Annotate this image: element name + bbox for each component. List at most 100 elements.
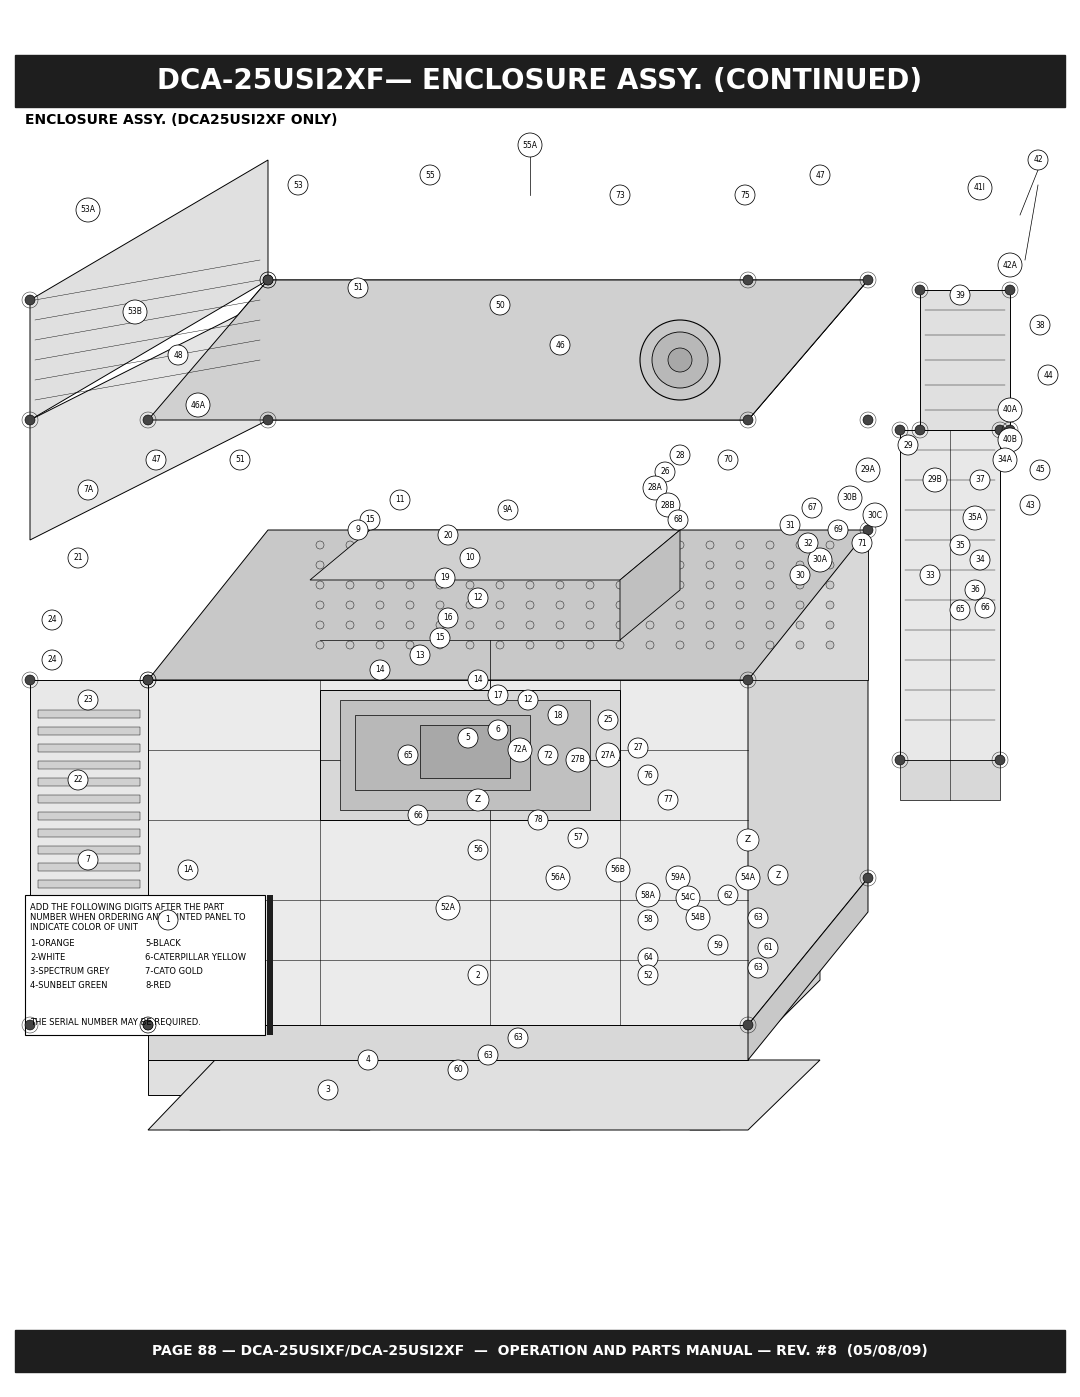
Text: 53A: 53A xyxy=(81,205,95,215)
Text: 10: 10 xyxy=(465,553,475,563)
Text: 40B: 40B xyxy=(1002,436,1017,444)
Polygon shape xyxy=(185,1095,220,1130)
Circle shape xyxy=(438,525,458,545)
Polygon shape xyxy=(685,1095,720,1130)
Circle shape xyxy=(915,285,924,295)
Circle shape xyxy=(748,958,768,978)
Text: 14: 14 xyxy=(375,665,384,675)
Circle shape xyxy=(735,541,744,549)
Circle shape xyxy=(646,601,654,609)
Circle shape xyxy=(460,548,480,569)
Circle shape xyxy=(743,275,753,285)
Text: 58A: 58A xyxy=(640,890,656,900)
Circle shape xyxy=(264,275,273,285)
Text: 34A: 34A xyxy=(998,455,1013,464)
Circle shape xyxy=(357,1051,378,1070)
Circle shape xyxy=(348,278,368,298)
Text: 33: 33 xyxy=(926,570,935,580)
Circle shape xyxy=(465,541,474,549)
Circle shape xyxy=(408,805,428,826)
Circle shape xyxy=(146,450,166,469)
Circle shape xyxy=(467,789,489,812)
Circle shape xyxy=(346,641,354,650)
Circle shape xyxy=(686,907,710,930)
Polygon shape xyxy=(148,1025,748,1060)
Circle shape xyxy=(915,425,924,434)
Text: 52: 52 xyxy=(644,971,652,979)
Circle shape xyxy=(264,275,273,285)
Text: 3: 3 xyxy=(325,1085,330,1094)
Text: 5-BLACK: 5-BLACK xyxy=(145,939,180,949)
Polygon shape xyxy=(38,745,140,752)
Circle shape xyxy=(478,1045,498,1065)
Text: 29B: 29B xyxy=(928,475,943,485)
Circle shape xyxy=(743,415,753,425)
Text: 48: 48 xyxy=(173,351,183,359)
Text: NUMBER WHEN ORDERING ANY PAINTED PANEL TO: NUMBER WHEN ORDERING ANY PAINTED PANEL T… xyxy=(30,914,245,922)
Circle shape xyxy=(346,562,354,569)
Polygon shape xyxy=(38,812,140,820)
Text: 46: 46 xyxy=(555,341,565,349)
Text: 7A: 7A xyxy=(83,486,93,495)
Circle shape xyxy=(810,165,831,184)
Circle shape xyxy=(766,641,774,650)
Circle shape xyxy=(458,728,478,747)
Text: 50: 50 xyxy=(495,300,504,310)
Polygon shape xyxy=(38,847,140,854)
Circle shape xyxy=(638,965,658,985)
Circle shape xyxy=(676,581,684,590)
Circle shape xyxy=(316,622,324,629)
Polygon shape xyxy=(38,982,140,990)
Circle shape xyxy=(376,541,384,549)
Polygon shape xyxy=(750,900,820,1051)
Circle shape xyxy=(496,541,504,549)
Circle shape xyxy=(496,562,504,569)
Text: 40A: 40A xyxy=(1002,405,1017,415)
Text: 14: 14 xyxy=(473,676,483,685)
Circle shape xyxy=(643,476,667,500)
Text: 35: 35 xyxy=(955,541,964,549)
Bar xyxy=(267,895,273,1035)
Circle shape xyxy=(264,415,273,425)
Circle shape xyxy=(468,965,488,985)
Polygon shape xyxy=(38,930,140,939)
Polygon shape xyxy=(38,880,140,888)
Circle shape xyxy=(78,690,98,710)
Circle shape xyxy=(826,581,834,590)
Text: 30: 30 xyxy=(795,570,805,580)
Text: 26: 26 xyxy=(660,468,670,476)
Circle shape xyxy=(143,675,153,685)
Polygon shape xyxy=(900,760,1000,800)
Circle shape xyxy=(436,641,444,650)
Text: 47: 47 xyxy=(815,170,825,179)
Circle shape xyxy=(436,622,444,629)
Text: 1-ORANGE: 1-ORANGE xyxy=(30,939,75,949)
Circle shape xyxy=(496,581,504,590)
Circle shape xyxy=(596,743,620,767)
Circle shape xyxy=(406,562,414,569)
Text: 77: 77 xyxy=(663,795,673,805)
Text: 19: 19 xyxy=(441,574,449,583)
Circle shape xyxy=(640,320,720,400)
Circle shape xyxy=(508,738,532,761)
Circle shape xyxy=(616,641,624,650)
Circle shape xyxy=(735,184,755,205)
Text: 28: 28 xyxy=(675,450,685,460)
Polygon shape xyxy=(748,279,868,420)
Bar xyxy=(15,130,1065,1324)
Circle shape xyxy=(586,541,594,549)
Circle shape xyxy=(826,541,834,549)
Text: 21: 21 xyxy=(73,553,83,563)
Polygon shape xyxy=(268,529,868,680)
Text: 64: 64 xyxy=(643,954,653,963)
Text: 28A: 28A xyxy=(648,483,662,493)
Circle shape xyxy=(436,562,444,569)
Circle shape xyxy=(995,425,1005,434)
Circle shape xyxy=(852,534,872,553)
Circle shape xyxy=(616,541,624,549)
Circle shape xyxy=(376,601,384,609)
Circle shape xyxy=(435,569,455,588)
Circle shape xyxy=(737,828,759,851)
Text: 7-CATO GOLD: 7-CATO GOLD xyxy=(145,967,203,977)
Circle shape xyxy=(1005,285,1015,295)
